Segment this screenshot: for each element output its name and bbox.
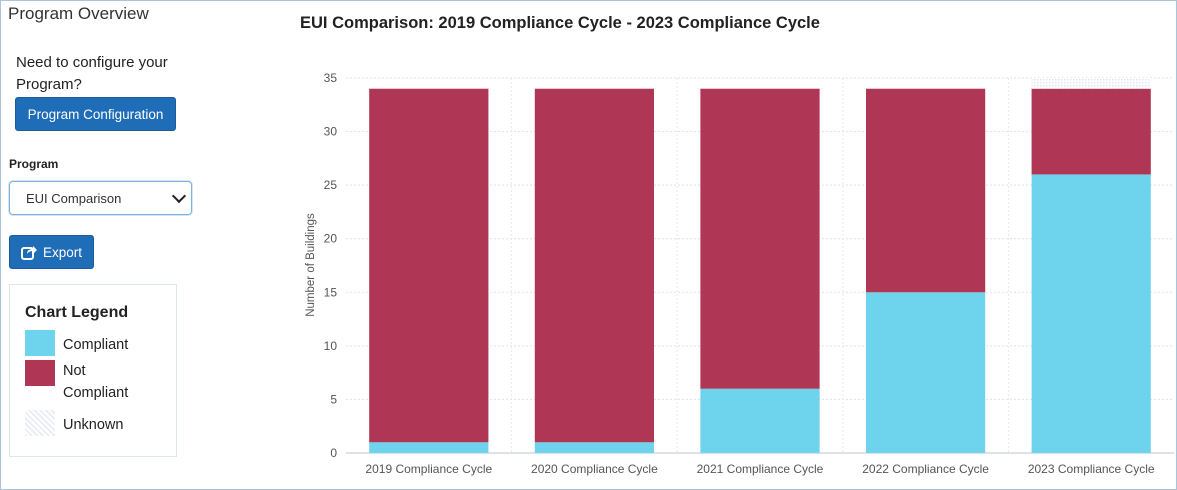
- legend-label-not-compliant: Not Compliant: [63, 363, 129, 401]
- chart-title: EUI Comparison: 2019 Compliance Cycle - …: [300, 14, 820, 32]
- bar-compliant: [865, 292, 986, 453]
- legend-item-not-compliant: Not Compliant: [25, 360, 143, 404]
- config-prompt: Need to configure your Program?: [16, 54, 168, 93]
- y-tick-label: 20: [324, 232, 338, 246]
- y-tick-label: 25: [324, 178, 338, 192]
- bar-not-compliant: [369, 88, 489, 443]
- legend-swatch-compliant: [25, 330, 55, 356]
- share-export-icon: [20, 246, 37, 260]
- bar-chart: Number of Buildings 0 5 10 15 20 25 30 35 2019 C…: [305, 71, 1174, 476]
- export-button[interactable]: Export: [9, 235, 94, 269]
- y-axis-label: Number of Buildings: [305, 213, 317, 317]
- bar-not-compliant: [700, 88, 820, 389]
- bar-compliant: [534, 442, 655, 453]
- x-tick-label: 2023 Compliance Cycle: [1028, 462, 1155, 476]
- y-tick-label: 35: [324, 71, 338, 85]
- x-tick-label: 2020 Compliance Cycle: [531, 462, 658, 476]
- legend-label-unknown: Unknown: [63, 417, 124, 433]
- chevron-down-icon: [171, 188, 187, 204]
- legend-item-compliant: Compliant: [25, 330, 128, 356]
- program-select-value: EUI Comparison: [26, 190, 122, 206]
- bar-compliant: [1031, 174, 1151, 453]
- bar-not-compliant: [1031, 88, 1151, 175]
- x-tick-label: 2019 Compliance Cycle: [365, 462, 492, 476]
- legend-item-unknown: Unknown: [25, 410, 123, 436]
- y-tick-label: 15: [324, 285, 338, 299]
- y-tick-label: 5: [330, 392, 337, 406]
- sidebar: Program Overview Need to configure your …: [0, 0, 290, 490]
- x-tick-label: 2022 Compliance Cycle: [862, 462, 989, 476]
- x-tick-label: 2021 Compliance Cycle: [697, 462, 824, 476]
- chart-legend: Chart Legend Compliant Not Compliant Unk…: [9, 284, 177, 457]
- y-tick-label: 30: [324, 125, 338, 139]
- bar-compliant: [369, 442, 489, 453]
- legend-swatch-not-compliant: [25, 360, 55, 386]
- bar-unknown: [1031, 78, 1151, 89]
- bar-not-compliant: [865, 88, 986, 293]
- y-tick-label: 0: [330, 446, 337, 460]
- program-configuration-button[interactable]: Program Configuration: [15, 97, 176, 131]
- legend-swatch-unknown: [25, 410, 55, 436]
- bar-not-compliant: [534, 88, 655, 443]
- y-tick-label: 10: [324, 339, 338, 353]
- page-title: Program Overview: [8, 4, 149, 23]
- legend-label-compliant: Compliant: [63, 337, 129, 353]
- program-label: Program: [9, 157, 59, 171]
- bar-compliant: [700, 388, 820, 453]
- export-label: Export: [42, 244, 83, 260]
- legend-title: Chart Legend: [25, 304, 129, 321]
- program-select[interactable]: EUI Comparison: [9, 181, 192, 215]
